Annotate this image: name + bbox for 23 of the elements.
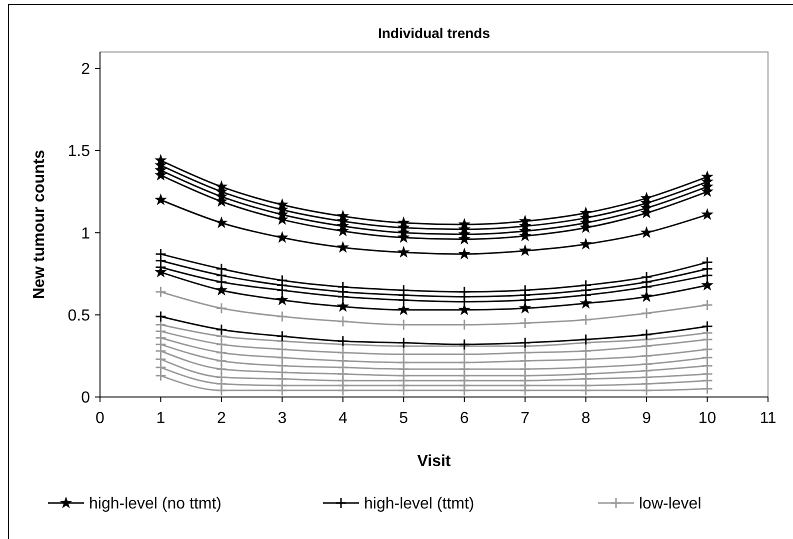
legend-label: low-level bbox=[639, 496, 702, 513]
x-tick-label: 1 bbox=[156, 410, 166, 427]
chart-title: Individual trends bbox=[378, 25, 490, 41]
x-tick-label: 6 bbox=[460, 410, 469, 427]
x-tick-label: 0 bbox=[96, 410, 105, 427]
x-axis-title: Visit bbox=[417, 453, 452, 470]
x-tick-label: 10 bbox=[698, 410, 716, 427]
x-tick-label: 5 bbox=[399, 410, 408, 427]
y-tick-label: 0.5 bbox=[68, 307, 90, 324]
y-tick-label: 1.5 bbox=[68, 143, 90, 160]
y-tick-label: 2 bbox=[81, 61, 90, 78]
x-tick-label: 2 bbox=[217, 410, 226, 427]
y-tick-label: 0 bbox=[81, 390, 90, 407]
x-tick-label: 11 bbox=[760, 410, 776, 427]
legend-label: high-level (no ttmt) bbox=[89, 496, 222, 513]
y-axis-title: New tumour counts bbox=[31, 150, 48, 300]
legend-label: high-level (ttmt) bbox=[364, 496, 474, 513]
x-tick-label: 3 bbox=[278, 410, 287, 427]
x-tick-label: 4 bbox=[338, 410, 348, 427]
x-tick-label: 7 bbox=[520, 410, 530, 427]
y-tick-label: 1 bbox=[81, 225, 90, 242]
x-tick-label: 8 bbox=[581, 410, 590, 427]
x-tick-label: 9 bbox=[642, 410, 652, 427]
